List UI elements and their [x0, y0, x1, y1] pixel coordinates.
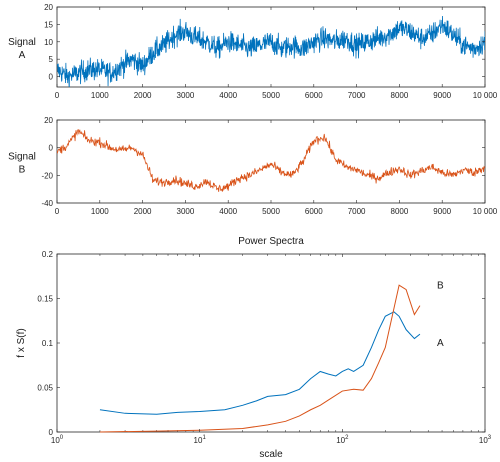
xtick-base: 4000 — [219, 91, 237, 100]
signal-b-xtick-label: 2000 — [134, 207, 152, 216]
signal-a-xtick-label: 4000 — [219, 91, 237, 100]
xtick-base: 10 — [336, 436, 345, 445]
power-spectra-xtick-label: 101 — [194, 435, 207, 445]
xtick-base: 2000 — [134, 207, 152, 216]
xtick-exponent: 2 — [345, 435, 349, 441]
xtick-base: 9000 — [433, 207, 451, 216]
signal-a-xtick-label: 10 000 — [473, 91, 498, 100]
signal-b-ylabel-line2: B — [19, 165, 26, 176]
xtick-base: 6000 — [305, 207, 323, 216]
xtick-base: 10 — [51, 436, 60, 445]
xtick-base: 1000 — [91, 91, 109, 100]
xtick-base: 7000 — [348, 91, 366, 100]
xtick-base: 9000 — [433, 91, 451, 100]
signal-b-axes-box — [56, 119, 486, 204]
xtick-base: 8000 — [391, 207, 409, 216]
power-spectra-ytick-label: 0 — [49, 428, 54, 437]
signal-b-xtick-label: 6000 — [305, 207, 323, 216]
power-spectra-xtick-label: 102 — [336, 435, 349, 445]
x-axis-label: scale — [259, 449, 283, 460]
signal-a-ylabel-line1: Signal — [8, 37, 36, 48]
series-label-B: B — [437, 281, 444, 292]
xtick-base: 10 000 — [473, 207, 498, 216]
series-line-B — [99, 284, 421, 433]
power-spectra-xtick-label: 103 — [479, 435, 492, 445]
xtick-base: 10 — [194, 436, 203, 445]
signal-a-panel: 0 1000 2000 3000 4000 5000 6000 7000 8000 9000 10 … — [8, 3, 498, 100]
signal-a-ytick-label: 20 — [44, 3, 53, 12]
series-line-A — [99, 311, 421, 415]
xtick-base: 6000 — [305, 91, 323, 100]
signal-a-ytick-label: 0 — [49, 73, 54, 82]
xtick-base: 4000 — [219, 207, 237, 216]
xtick-base: 10 000 — [473, 91, 498, 100]
signal-b-xtick-label: 8000 — [391, 207, 409, 216]
signal-b-xtick-label: 7000 — [348, 207, 366, 216]
chart-title: Power Spectra — [238, 236, 304, 247]
power-spectra-xtick-label: 100 — [51, 435, 64, 445]
signal-b-xtick-label: 3000 — [177, 207, 195, 216]
signal-b-xtick-label: 9000 — [433, 207, 451, 216]
signal-b-panel: 0 1000 2000 3000 4000 5000 6000 7000 8000 9000 10 … — [8, 116, 498, 216]
signal-a-xtick-label: 0 — [55, 91, 60, 100]
signal-b-xtick-label: 5000 — [262, 207, 280, 216]
signal-a-ytick-label: 10 — [44, 38, 53, 47]
signal-a-series-line — [57, 15, 485, 87]
signal-a-xtick-label: 7000 — [348, 91, 366, 100]
power-spectra-ytick-label: 0.1 — [42, 339, 54, 348]
signal-b-xtick-label: 10 000 — [473, 207, 498, 216]
signal-a-ytick-label: 15 — [44, 20, 53, 29]
signal-a-xtick-label: 3000 — [177, 91, 195, 100]
xtick-base: 5000 — [262, 207, 280, 216]
signal-a-xtick-label: 5000 — [262, 91, 280, 100]
xtick-exponent: 0 — [60, 435, 64, 441]
signal-a-xtick-label: 6000 — [305, 91, 323, 100]
signal-b-xtick-label: 0 — [55, 207, 60, 216]
signal-b-ytick-label: -40 — [41, 199, 53, 208]
signal-b-ylabel-line1: Signal — [8, 152, 36, 163]
xtick-base: 3000 — [177, 91, 195, 100]
signal-a-axes-box — [56, 6, 486, 88]
signal-a-xtick-label: 1000 — [91, 91, 109, 100]
signal-b-xtick-label: 1000 — [91, 207, 109, 216]
xtick-exponent: 1 — [202, 435, 206, 441]
signal-a-ylabel-line2: A — [19, 50, 26, 61]
xtick-base: 3000 — [177, 207, 195, 216]
power-spectra-ytick-label: 0.2 — [42, 250, 54, 259]
y-axis-label: f x S(f) — [16, 328, 27, 357]
xtick-base: 0 — [55, 207, 60, 216]
power-spectra-ytick-label: 0.05 — [37, 384, 53, 393]
series-label-A: A — [437, 338, 444, 349]
signal-a-xtick-label: 8000 — [391, 91, 409, 100]
xtick-base: 1000 — [91, 207, 109, 216]
xtick-base: 5000 — [262, 91, 280, 100]
signal-b-ytick-label: 0 — [49, 144, 54, 153]
xtick-base: 2000 — [134, 91, 152, 100]
xtick-base: 0 — [55, 91, 60, 100]
xtick-base: 7000 — [348, 207, 366, 216]
signal-a-xtick-label: 9000 — [433, 91, 451, 100]
power-spectra-ytick-label: 0.15 — [37, 295, 53, 304]
signal-b-series-line — [57, 129, 485, 192]
xtick-exponent: 3 — [488, 435, 492, 441]
signal-b-ytick-label: -20 — [41, 171, 53, 180]
power-spectra-axes-box — [56, 253, 486, 433]
xtick-base: 8000 — [391, 91, 409, 100]
signal-b-ytick-label: 20 — [44, 116, 53, 125]
signal-a-ytick-label: 5 — [49, 55, 54, 64]
xtick-base: 10 — [479, 436, 488, 445]
signal-b-xtick-label: 4000 — [219, 207, 237, 216]
signal-a-xtick-label: 2000 — [134, 91, 152, 100]
